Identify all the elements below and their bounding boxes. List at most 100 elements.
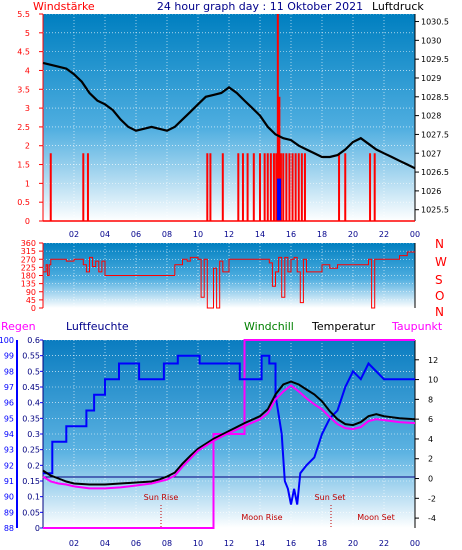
wind-bar bbox=[252, 153, 255, 221]
x-tick-label: 02 bbox=[69, 230, 79, 239]
x-tick-label: 12 bbox=[224, 230, 234, 239]
x-tick-label: 08 bbox=[162, 539, 172, 548]
luftfeuchte-label: Luftfeuchte bbox=[66, 320, 129, 333]
x-tick-label: 18 bbox=[317, 539, 327, 548]
rain-line bbox=[43, 339, 415, 529]
direction-tick-label: 45 bbox=[26, 296, 36, 305]
humidity-tick-label: 94 bbox=[4, 430, 14, 439]
wind-bar bbox=[297, 153, 300, 221]
wind-direction-line bbox=[43, 251, 415, 309]
temperature-tick-label: 12 bbox=[428, 356, 438, 365]
wind-tick-label: 0.5 bbox=[17, 198, 30, 207]
x-tick-label: 04 bbox=[100, 539, 110, 548]
x-tick-label: 06 bbox=[131, 230, 141, 239]
wind-bar bbox=[276, 14, 279, 221]
pressure-tick-label: 1030.5 bbox=[421, 18, 449, 27]
x-tick-label: 16 bbox=[286, 539, 296, 548]
wind-tick-label: 5 bbox=[25, 29, 30, 38]
wind-bars bbox=[43, 14, 415, 222]
wind-tick-label: 2.5 bbox=[17, 123, 30, 132]
regen-label: Regen bbox=[1, 320, 36, 333]
wind-pressure-plot-area bbox=[43, 14, 415, 221]
rain-tick-label: 0.45 bbox=[22, 383, 40, 392]
wind-tick-label: 2 bbox=[25, 142, 30, 151]
x-axis-ticks-top: 02 04 06 08 10 12 14 16 18 20 22 00 bbox=[69, 230, 420, 239]
temperature-axis-ticks: -4 -2 0 2 4 6 8 10 12 bbox=[414, 340, 438, 528]
compass-label: S bbox=[435, 273, 443, 287]
moon-rise-label: Moon Rise bbox=[241, 513, 282, 522]
wind-bar bbox=[266, 153, 269, 221]
temperature-tick-label: 8 bbox=[428, 395, 433, 404]
rain-tick-label: 0.3 bbox=[27, 430, 40, 439]
rain-tick-label: 0.15 bbox=[22, 477, 40, 486]
x-tick-label: 00 bbox=[410, 539, 420, 548]
humidity-tick-label: 98 bbox=[4, 367, 14, 376]
temperature-tick-label: -4 bbox=[428, 514, 436, 523]
wind-tick-label: 1.5 bbox=[17, 161, 30, 170]
pressure-tick-label: 1025.5 bbox=[421, 206, 449, 215]
direction-tick-label: 135 bbox=[21, 280, 36, 289]
wind-bar bbox=[300, 153, 303, 221]
rain-tick-label: 0.4 bbox=[27, 399, 40, 408]
pressure-tick-label: 1026 bbox=[421, 187, 441, 196]
wind-bar bbox=[49, 153, 52, 221]
x-tick-label: 06 bbox=[131, 539, 141, 548]
wind-tick-label: 1 bbox=[25, 179, 30, 188]
humidity-axis-ticks: 88 89 90 91 92 93 94 95 96 97 98 99 100 bbox=[0, 336, 18, 533]
rain-tick-label: 0.05 bbox=[22, 508, 40, 517]
temperature-tick-label: 10 bbox=[428, 376, 438, 385]
humidity-tick-label: 97 bbox=[4, 383, 14, 392]
wind-bar bbox=[206, 153, 209, 221]
wind-bar bbox=[272, 153, 275, 221]
x-tick-label: 10 bbox=[193, 539, 203, 548]
x-tick-label: 12 bbox=[224, 539, 234, 548]
x-tick-label: 16 bbox=[286, 230, 296, 239]
rain-tick-label: 0.5 bbox=[27, 367, 40, 376]
wind-bar bbox=[278, 96, 281, 221]
wind-bar bbox=[259, 153, 261, 221]
x-tick-label: 04 bbox=[100, 230, 110, 239]
chart-title: 24 hour graph day : 11 Oktober 2021 bbox=[157, 0, 363, 13]
humidity-tick-label: 88 bbox=[4, 524, 14, 533]
pressure-tick-label: 1030 bbox=[421, 36, 441, 45]
rain-tick-label: 0.6 bbox=[27, 336, 40, 345]
dewpoint-line bbox=[42, 384, 416, 490]
temperatur-label: Temperatur bbox=[311, 320, 376, 333]
compass-label: W bbox=[435, 255, 447, 269]
humidity-tick-label: 91 bbox=[4, 477, 14, 486]
wind-bar bbox=[82, 153, 85, 221]
direction-tick-label: 225 bbox=[21, 263, 36, 272]
humidity-tick-label: 90 bbox=[4, 493, 14, 502]
sun-rise-label: Sun Rise bbox=[144, 493, 179, 502]
x-tick-label: 20 bbox=[348, 539, 358, 548]
wind-bar bbox=[263, 153, 266, 221]
humidity-tick-label: 95 bbox=[4, 414, 14, 423]
wind-tick-label: 5.5 bbox=[17, 10, 30, 19]
wind-tick-label: 4 bbox=[25, 66, 30, 75]
rain-tick-label: 0.55 bbox=[22, 352, 40, 361]
pressure-tick-label: 1029.5 bbox=[421, 55, 449, 64]
pressure-line bbox=[42, 61, 416, 170]
wind-axis-ticks: 0 0.5 1 1.5 2 2.5 3 3.5 4 4.5 5 5.5 bbox=[17, 10, 44, 226]
humidity-tick-label: 96 bbox=[4, 399, 14, 408]
x-tick-label: 00 bbox=[410, 230, 420, 239]
direction-tick-label: 315 bbox=[21, 247, 36, 256]
x-tick-label: 14 bbox=[255, 539, 265, 548]
wind-tick-label: 0 bbox=[25, 217, 30, 226]
direction-tick-label: 0 bbox=[31, 304, 36, 313]
wind-bar bbox=[344, 153, 347, 221]
wind-bar bbox=[237, 153, 240, 221]
humidity-line bbox=[43, 354, 415, 505]
direction-tick-label: 90 bbox=[26, 288, 36, 297]
x-tick-label: 22 bbox=[379, 539, 389, 548]
x-tick-label: 18 bbox=[317, 230, 327, 239]
humidity-tick-label: 100 bbox=[0, 336, 14, 345]
pressure-tick-label: 1026.5 bbox=[421, 168, 449, 177]
temperature-tick-label: -2 bbox=[428, 494, 436, 503]
wind-tick-label: 4.5 bbox=[17, 48, 30, 57]
pressure-tick-label: 1027.5 bbox=[421, 130, 449, 139]
pressure-title: Luftdruck bbox=[372, 0, 424, 13]
wind-bar bbox=[282, 153, 285, 221]
